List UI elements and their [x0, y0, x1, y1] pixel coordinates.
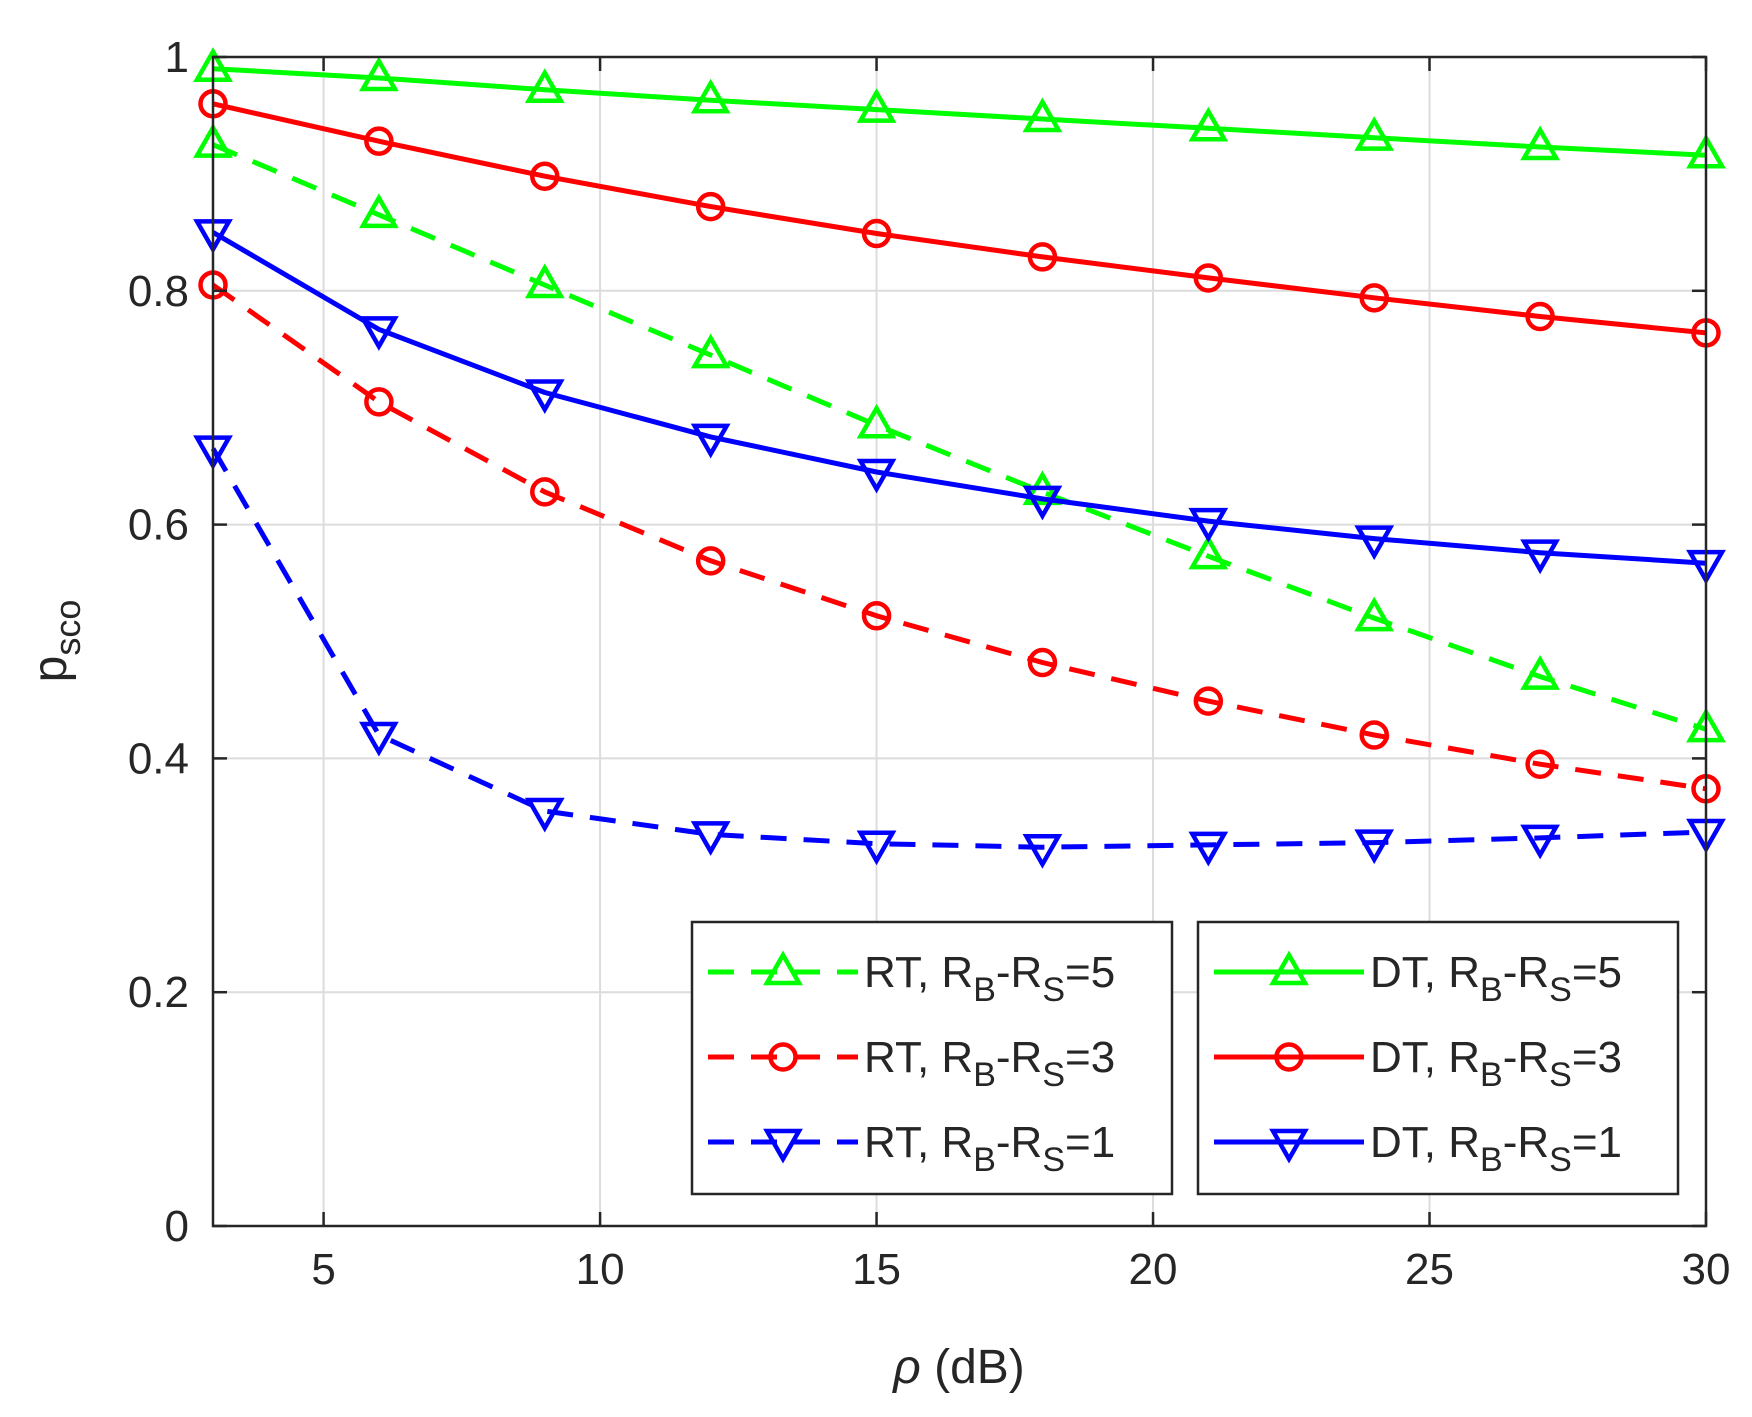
data-point — [690, 423, 731, 459]
data-point — [1525, 749, 1555, 779]
data-point — [1354, 525, 1395, 561]
y-tick-label: 0 — [165, 1202, 189, 1251]
data-point — [690, 821, 731, 856]
data-point — [1520, 539, 1560, 575]
data-point — [1193, 686, 1224, 716]
data-point — [1022, 485, 1063, 521]
data-point — [1188, 831, 1229, 867]
x-axis-title: ρ (dB) — [891, 1341, 1025, 1394]
series-line — [211, 230, 1707, 566]
x-axis-unit: (dB) — [934, 1341, 1025, 1394]
data-point — [1359, 283, 1389, 313]
data-point — [695, 191, 726, 222]
y-tick-label: 0.4 — [128, 734, 189, 783]
legend-marker — [763, 950, 803, 986]
data-point — [690, 333, 731, 369]
data-point — [359, 316, 399, 351]
data-point — [1520, 824, 1560, 860]
legend-label: RT, RB-RS=5 — [864, 948, 1115, 1009]
legend-marker — [763, 1128, 803, 1164]
data-point — [1354, 116, 1395, 151]
data-point — [861, 218, 892, 249]
x-tick-label: 25 — [1405, 1245, 1454, 1294]
data-point — [524, 68, 565, 103]
series-dt-3 — [198, 89, 1721, 348]
y-tick-label: 0.2 — [128, 968, 189, 1017]
legend-item: DT, RB-RS=3 — [1214, 1033, 1622, 1094]
data-point — [359, 721, 399, 757]
data-point — [1188, 507, 1229, 543]
tick-labels: 5 10 15 20 25 30 0 0.2 0.4 0.6 0.8 1 — [128, 33, 1731, 1294]
x-axis-symbol: ρ — [891, 1341, 921, 1394]
data-point — [1193, 263, 1224, 293]
data-point — [364, 387, 394, 417]
series-dt-5 — [193, 47, 1726, 169]
axes-box — [211, 55, 1708, 1228]
data-point — [690, 78, 731, 114]
data-point — [861, 601, 892, 631]
data-point — [1520, 655, 1560, 690]
data-point — [524, 797, 565, 833]
legend-item: RT, RB-RS=5 — [708, 948, 1115, 1009]
series-line — [212, 101, 1707, 336]
data-point — [530, 477, 560, 507]
legend-marker — [1269, 1128, 1309, 1164]
axis-ticks — [213, 55, 1708, 1228]
legend-marker — [1269, 950, 1309, 986]
series-line — [212, 66, 1707, 158]
x-tick-label: 20 — [1129, 1245, 1178, 1294]
data-point — [1027, 647, 1058, 678]
legend-item: RT, RB-RS=3 — [708, 1033, 1115, 1094]
data-point — [695, 546, 726, 576]
data-point — [524, 263, 565, 299]
legend-item: RT, RB-RS=1 — [708, 1118, 1115, 1179]
data-point — [359, 193, 399, 229]
y-tick-label: 1 — [165, 33, 189, 82]
series-rt-1 — [193, 435, 1726, 869]
legend-marker — [1274, 1042, 1304, 1072]
data-point — [1027, 242, 1058, 272]
x-tick-label: 30 — [1682, 1245, 1731, 1294]
data-point — [856, 403, 897, 439]
legend-marker — [768, 1042, 798, 1072]
data-point — [1359, 720, 1389, 750]
legend-label: DT, RB-RS=1 — [1370, 1118, 1622, 1179]
legend: RT, RB-RS=5 RT, RB-RS=3 RT, RB-RS=1 DT, RB-… — [690, 920, 1680, 1196]
y-axis-sub: sco — [47, 600, 88, 656]
y-tick-label: 0.8 — [128, 267, 189, 316]
legend-item: DT, RB-RS=5 — [1214, 948, 1622, 1009]
legend-label: RT, RB-RS=3 — [864, 1033, 1115, 1094]
data-point — [1188, 534, 1229, 570]
data-point — [856, 88, 897, 123]
legend-label: DT, RB-RS=3 — [1370, 1033, 1622, 1094]
data-point — [524, 379, 565, 415]
data-point — [530, 161, 560, 191]
x-tick-label: 10 — [576, 1245, 625, 1294]
data-point — [1525, 301, 1555, 332]
data-point — [359, 56, 399, 92]
x-tick-label: 15 — [852, 1245, 901, 1294]
y-axis-title: psco — [24, 600, 88, 683]
data-point — [856, 830, 897, 866]
series-line — [210, 447, 1707, 850]
data-point — [1022, 97, 1063, 133]
legend-box — [1196, 920, 1680, 1196]
legend-item: DT, RB-RS=1 — [1214, 1118, 1622, 1179]
legend-label: DT, RB-RS=5 — [1370, 948, 1622, 1009]
series-group — [193, 47, 1726, 869]
x-tick-label: 5 — [311, 1245, 335, 1294]
y-axis-main: p — [24, 656, 77, 683]
data-point — [1354, 829, 1395, 865]
series-line — [211, 282, 1707, 792]
legend-label: RT, RB-RS=1 — [864, 1118, 1115, 1179]
data-point — [1520, 125, 1560, 161]
y-tick-label: 0.6 — [128, 501, 189, 550]
data-point — [1354, 596, 1395, 632]
data-point — [856, 458, 897, 494]
data-point — [1188, 106, 1229, 142]
data-point — [364, 126, 394, 156]
data-point — [1022, 833, 1063, 869]
series-line — [212, 142, 1707, 732]
